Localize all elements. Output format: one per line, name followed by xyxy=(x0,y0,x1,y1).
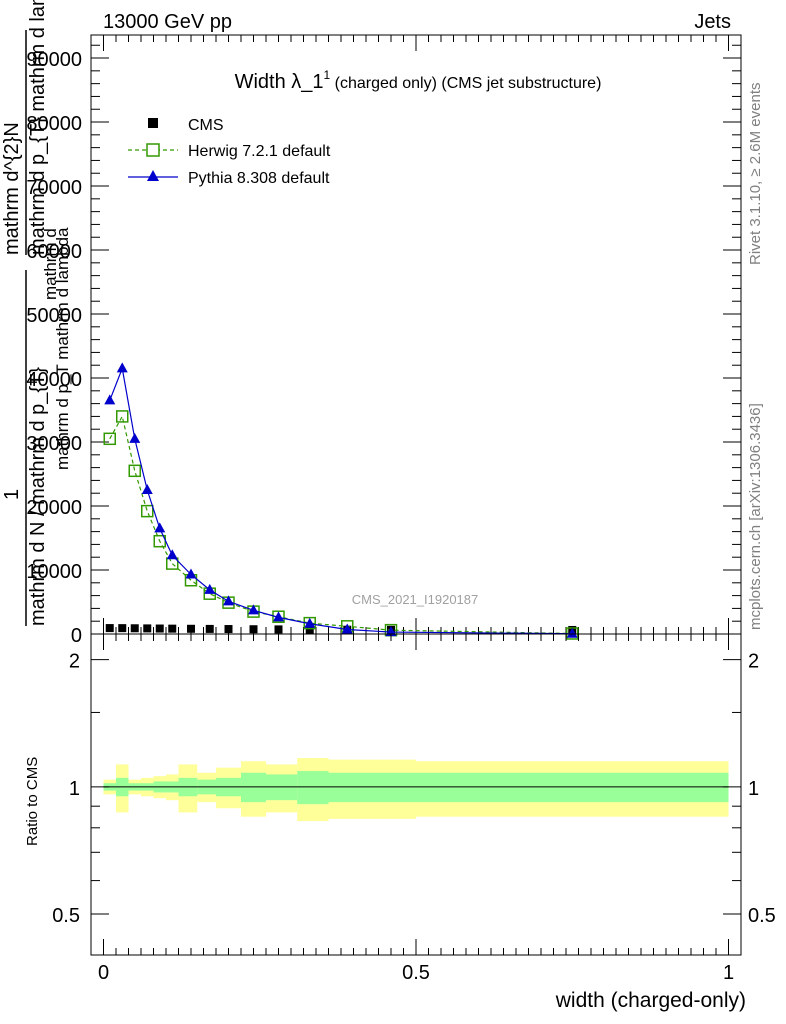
ratio-y-tick-label-right: 2 xyxy=(748,651,759,673)
herwig-data-point xyxy=(116,410,129,423)
y-tick-label: 70000 xyxy=(26,177,82,199)
ylabel-line-3: 1 xyxy=(1,489,23,500)
cms-data-point xyxy=(205,624,214,633)
pythia-data-point xyxy=(566,627,578,638)
pythia-data-point xyxy=(129,432,141,443)
pythia-data-point xyxy=(104,394,116,405)
cms-data-point xyxy=(187,624,195,633)
side-label-mcplots: mcplots.cern.ch [arXiv:1306.3436] xyxy=(747,403,764,630)
cms-data-point xyxy=(224,625,233,634)
chart-title-sub: (charged only) (CMS jet substructure) xyxy=(330,75,601,92)
legend-pythia-marker xyxy=(147,170,159,181)
ratio-plot-frame xyxy=(90,633,742,956)
herwig-data-point xyxy=(141,504,154,518)
ratio-stat-band xyxy=(241,772,266,803)
cms-data-point xyxy=(130,624,139,633)
cms-data-point xyxy=(155,624,164,633)
pythia-data-point xyxy=(116,362,128,373)
legend: CMS Herwig 7.2.1 default Pythia 8.308 de… xyxy=(128,117,331,187)
ylabel-line-1: mathrm d^{2}N xyxy=(1,122,23,255)
cms-data-point xyxy=(118,624,127,633)
side-label-rivet: Rivet 3.1.10, ≥ 2.6M events xyxy=(747,83,764,266)
y-tick-label: 20000 xyxy=(26,497,82,519)
ratio-ylabel: Ratio to CMS xyxy=(24,757,41,846)
ylabel-line-2: mathrm d p_{T} mathrm d lambda xyxy=(27,0,49,255)
analysis-watermark: CMS_2021_I1920187 xyxy=(352,592,479,607)
pythia-data-point xyxy=(204,583,216,594)
ratio-stat-band xyxy=(416,772,729,803)
ylabel-line-4: mathrm d N / mathrm d p_{T} xyxy=(27,367,49,626)
ratio-y-tick-label-right: 1 xyxy=(748,778,759,800)
pythia-data-point xyxy=(185,568,197,579)
pythia-data-point xyxy=(166,549,178,560)
main-plot-series xyxy=(103,362,579,640)
pythia-data-point xyxy=(341,623,353,634)
ylabel-overlay-2: mathrm d p_T mathrm d lambda xyxy=(53,227,72,470)
legend-herwig-label: Herwig 7.2.1 default xyxy=(188,143,331,160)
ratio-plot-ticks: 0.5 0.5 1 1 2 2 0 0.5 1 xyxy=(52,634,776,984)
x-axis-label: width (charged-only) xyxy=(555,989,746,1012)
legend-pythia-label: Pythia 8.308 default xyxy=(188,170,330,187)
legend-cms-label: CMS xyxy=(188,117,224,134)
herwig-data-point xyxy=(272,610,285,623)
pythia-data-point xyxy=(248,604,259,615)
main-plot-ticks: 0 10000 20000 30000 40000 50000 60000 70000 8000… xyxy=(26,35,741,647)
chart-title: Width λ_11 (charged only) (CMS jet subst… xyxy=(235,68,602,93)
x-tick-label: 0.5 xyxy=(402,962,430,984)
pythia-data-point xyxy=(154,522,166,533)
header-right: Jets xyxy=(694,11,731,33)
cms-data-point xyxy=(143,624,152,633)
chart-title-main: Width λ_1 xyxy=(235,71,324,93)
pythia-data-point xyxy=(223,595,234,606)
cms-data-point xyxy=(274,625,283,634)
ratio-y-tick-label-left: 0.5 xyxy=(52,905,80,927)
y-tick-label: 10000 xyxy=(26,561,82,583)
pythia-data-point xyxy=(141,484,153,495)
y-tick-label: 50000 xyxy=(26,305,82,327)
ratio-stat-band xyxy=(297,771,329,805)
herwig-data-point xyxy=(128,464,141,478)
y-tick-label: 80000 xyxy=(26,113,82,135)
herwig-data-point xyxy=(103,432,116,446)
y-tick-label: 40000 xyxy=(26,369,82,391)
ratio-bands xyxy=(103,758,729,822)
pythia-data-point xyxy=(304,617,316,628)
ylabel-overlay-1: mathrm d xyxy=(41,228,60,300)
ratio-y-tick-label-left: 2 xyxy=(69,651,80,673)
legend-herwig-marker xyxy=(146,143,160,157)
y-tick-label: 30000 xyxy=(26,433,82,455)
series-line-2 xyxy=(109,366,573,635)
cms-data-point xyxy=(105,624,114,633)
cms-data-point xyxy=(168,624,177,633)
chart-title-sup: 1 xyxy=(324,68,331,82)
y-tick-label: 60000 xyxy=(26,241,82,263)
legend-cms-marker xyxy=(148,118,158,128)
ratio-stat-band xyxy=(328,772,416,803)
pythia-data-point xyxy=(273,611,284,622)
x-tick-label: 1 xyxy=(723,962,734,984)
y-tick-label: 0 xyxy=(71,625,82,647)
x-tick-label: 0 xyxy=(98,962,109,984)
ratio-y-tick-label-right: 0.5 xyxy=(748,905,776,927)
series-line-1 xyxy=(109,414,573,635)
main-ylabel: mathrm d^{2}N mathrm d p_{T} mathrm d la… xyxy=(1,0,72,626)
y-tick-label: 90000 xyxy=(26,49,82,71)
ratio-y-tick-label-left: 1 xyxy=(69,778,80,800)
header-left: 13000 GeV pp xyxy=(103,11,232,33)
cms-data-point xyxy=(249,625,258,634)
cms-data-point xyxy=(305,625,314,634)
